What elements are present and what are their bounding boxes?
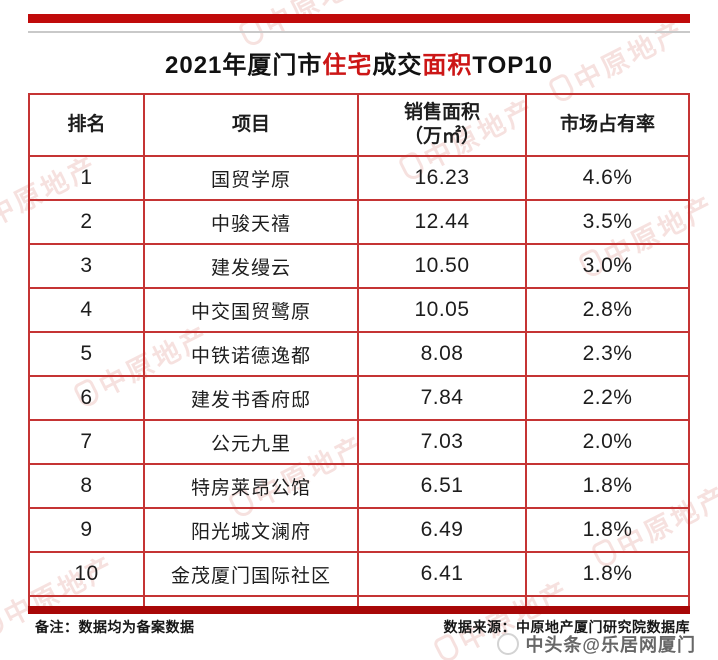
table-row: 2 中骏天禧 12.44 3.5%	[28, 199, 690, 245]
brand-logo-icon	[0, 606, 7, 639]
rank-cell: 7	[28, 419, 145, 465]
header-share: 市场占有率	[525, 93, 690, 157]
project-cell: 中铁诺德逸都	[143, 331, 359, 377]
header-area: 销售面积 （万㎡）	[357, 93, 527, 157]
project-cell: 国贸学原	[143, 155, 359, 201]
share-cell: 4.6%	[525, 155, 690, 201]
header-rank: 排名	[28, 93, 145, 157]
table-row: 9 阳光城文澜府 6.49 1.8%	[28, 507, 690, 553]
area-cell: 10.05	[357, 287, 527, 333]
rank-cell: 10	[28, 551, 145, 597]
share-cell: 2.3%	[525, 331, 690, 377]
title-segment-highlight: 面积	[422, 52, 473, 79]
project-cell: 建发书香府邸	[143, 375, 359, 421]
project-cell: 阳光城文澜府	[143, 507, 359, 553]
footer: 备注：数据均为备案数据 数据来源：中原地产厦门研究院数据库	[28, 617, 690, 637]
header-area-line2: （万㎡）	[403, 126, 480, 147]
share-cell: 2.2%	[525, 375, 690, 421]
area-cell: 6.51	[357, 463, 527, 509]
page-title: 2021年厦门市住宅成交面积TOP10	[0, 46, 718, 86]
ranking-table: 排名 项目 销售面积 （万㎡） 市场占有率 1 国贸学原 16.23 4.6% …	[28, 93, 690, 609]
project-cell: 特房莱昂公馆	[143, 463, 359, 509]
rank-cell: 4	[28, 287, 145, 333]
share-cell: 2.8%	[525, 287, 690, 333]
rank-cell: 3	[28, 243, 145, 289]
title-segment: TOP10	[472, 52, 553, 79]
rank-cell: 5	[28, 331, 145, 377]
project-cell: 中骏天禧	[143, 199, 359, 245]
spacer-cell	[28, 595, 145, 609]
title-segment: 2021年厦门市	[165, 52, 323, 79]
table-row: 3 建发缦云 10.50 3.0%	[28, 243, 690, 289]
rank-cell: 8	[28, 463, 145, 509]
project-cell: 金茂厦门国际社区	[143, 551, 359, 597]
spacer-cell	[143, 595, 359, 609]
table-header-row: 排名 项目 销售面积 （万㎡） 市场占有率	[28, 93, 690, 157]
area-cell: 8.08	[357, 331, 527, 377]
spacer-cell	[357, 595, 527, 609]
table-row: 8 特房莱昂公馆 6.51 1.8%	[28, 463, 690, 509]
share-cell: 1.8%	[525, 463, 690, 509]
table-row: 7 公元九里 7.03 2.0%	[28, 419, 690, 465]
top-accent-bar	[28, 14, 690, 23]
rank-cell: 6	[28, 375, 145, 421]
platform-logo-icon	[497, 633, 520, 655]
project-cell: 公元九里	[143, 419, 359, 465]
project-cell: 建发缦云	[143, 243, 359, 289]
area-cell: 6.49	[357, 507, 527, 553]
share-cell: 2.0%	[525, 419, 690, 465]
title-segment-highlight: 住宅	[322, 52, 373, 79]
area-cell: 10.50	[357, 243, 527, 289]
area-cell: 6.41	[357, 551, 527, 597]
share-cell: 1.8%	[525, 507, 690, 553]
table-row: 5 中铁诺德逸都 8.08 2.3%	[28, 331, 690, 377]
platform-watermark-text: 中头条@乐居网厦门	[525, 635, 696, 655]
area-cell: 7.03	[357, 419, 527, 465]
area-cell: 7.84	[357, 375, 527, 421]
table-row: 4 中交国贸鹭原 10.05 2.8%	[28, 287, 690, 333]
share-cell: 1.8%	[525, 551, 690, 597]
rank-cell: 9	[28, 507, 145, 553]
share-cell: 3.0%	[525, 243, 690, 289]
platform-watermark: 中头条@乐居网厦门	[497, 630, 696, 658]
footer-note: 备注：数据均为备案数据	[35, 619, 195, 635]
title-segment: 成交	[372, 52, 423, 79]
rank-cell: 1	[28, 155, 145, 201]
footer-source: 数据来源：中原地产厦门研究院数据库	[443, 619, 690, 635]
area-cell: 16.23	[357, 155, 527, 201]
table-row: 10 金茂厦门国际社区 6.41 1.8%	[28, 551, 690, 597]
rank-cell: 2	[28, 199, 145, 245]
bottom-accent-bar	[28, 606, 690, 614]
top-divider-line	[28, 31, 690, 33]
share-cell: 3.5%	[525, 199, 690, 245]
header-project: 项目	[143, 93, 359, 157]
table-row: 6 建发书香府邸 7.84 2.2%	[28, 375, 690, 421]
spacer-cell	[525, 595, 690, 609]
table-row: 1 国贸学原 16.23 4.6%	[28, 155, 690, 201]
table-spacer-row	[28, 595, 690, 609]
project-cell: 中交国贸鹭原	[143, 287, 359, 333]
area-cell: 12.44	[357, 199, 527, 245]
header-area-line1: 销售面积	[403, 102, 480, 124]
